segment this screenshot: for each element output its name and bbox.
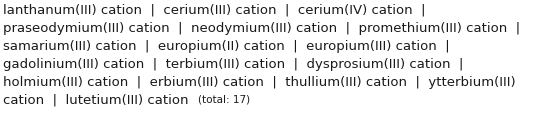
Text: holmium(III) cation  |  erbium(III) cation  |  thullium(III) cation  |  ytterbiu: holmium(III) cation | erbium(III) cation… [3, 76, 515, 89]
Text: (total: 17): (total: 17) [198, 94, 250, 104]
Text: praseodymium(III) cation  |  neodymium(III) cation  |  promethium(III) cation  |: praseodymium(III) cation | neodymium(III… [3, 22, 520, 35]
Text: gadolinium(III) cation  |  terbium(III) cation  |  dysprosium(III) cation  |: gadolinium(III) cation | terbium(III) ca… [3, 58, 463, 71]
Text: samarium(III) cation  |  europium(II) cation  |  europium(III) cation  |: samarium(III) cation | europium(II) cati… [3, 40, 450, 53]
Text: lanthanum(III) cation  |  cerium(III) cation  |  cerium(IV) cation  |: lanthanum(III) cation | cerium(III) cati… [3, 4, 425, 17]
Text: cation  |  lutetium(III) cation: cation | lutetium(III) cation [3, 94, 189, 107]
